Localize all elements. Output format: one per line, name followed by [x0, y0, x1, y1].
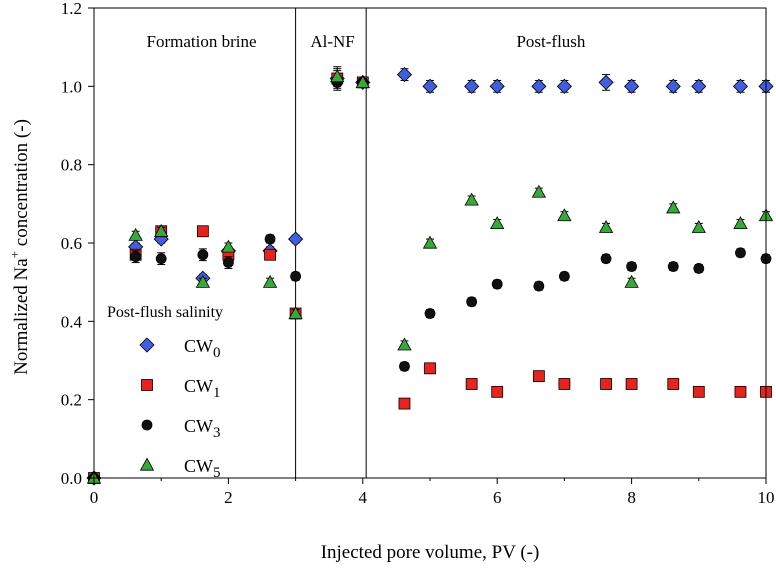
legend-label: CW5	[184, 456, 221, 481]
series-cw5	[86, 68, 774, 484]
data-point	[626, 261, 637, 272]
x-axis-title: Injected pore volume, PV (-)	[321, 542, 540, 563]
data-point	[624, 274, 639, 288]
data-point	[600, 378, 612, 390]
data-point	[196, 225, 209, 238]
region-label: Al-NF	[310, 32, 354, 51]
legend-label: CW3	[184, 416, 221, 441]
data-point	[290, 270, 302, 282]
data-point	[422, 78, 438, 94]
data-point	[197, 249, 209, 261]
y-tick-label: 0.0	[61, 469, 82, 488]
x-tick-label: 10	[758, 488, 775, 507]
data-point	[732, 78, 749, 94]
data-point	[665, 78, 681, 94]
legend-marker	[139, 337, 155, 353]
y-tick-label: 0.2	[61, 391, 82, 410]
data-point	[397, 337, 412, 351]
y-tick-label: 1.0	[61, 77, 82, 96]
data-point	[491, 385, 504, 398]
y-axis-title-superscript: +	[7, 251, 22, 258]
data-point	[600, 253, 612, 265]
data-point	[734, 385, 747, 398]
data-point	[625, 378, 638, 390]
data-point	[398, 397, 411, 410]
legend-marker	[141, 379, 153, 391]
data-point	[355, 75, 370, 89]
data-point	[666, 200, 681, 214]
data-point	[693, 263, 705, 274]
data-point	[691, 220, 706, 233]
data-point	[692, 385, 705, 398]
legend-marker	[139, 457, 155, 471]
x-tick-label: 4	[359, 488, 368, 507]
region-label: Formation brine	[147, 32, 257, 51]
data-point	[154, 223, 169, 237]
data-point	[490, 216, 505, 230]
data-point	[262, 274, 278, 288]
region-labels: Formation brine Al-NF Post-flush	[147, 32, 586, 51]
data-point	[464, 78, 480, 94]
data-point	[667, 261, 679, 272]
data-point	[531, 184, 547, 198]
data-point	[624, 78, 640, 94]
data-point	[558, 378, 571, 390]
y-axis-title-prefix: Normalized Na	[11, 258, 32, 375]
data-point	[288, 306, 303, 320]
y-axis-title: Normalized Na+ concentration (-)	[7, 119, 32, 375]
data-point	[532, 370, 545, 383]
data-point	[491, 278, 503, 290]
data-point	[330, 69, 345, 83]
data-point	[424, 308, 436, 319]
y-tick-label: 0.8	[61, 156, 82, 175]
data-point	[465, 378, 478, 390]
y-tick-label: 0.6	[61, 234, 82, 253]
y-axis-title-suffix: concentration (-)	[11, 119, 32, 251]
data-point	[598, 220, 614, 233]
data-point	[264, 233, 276, 245]
data-point	[489, 78, 505, 94]
data-point	[733, 216, 748, 230]
data-point	[130, 251, 142, 263]
legend-marker	[141, 419, 153, 431]
data-point	[422, 235, 438, 249]
legend-label: CW0	[184, 336, 221, 361]
axes: 0 2 4 6 8 10 0.0 0.2 0.4 0.6 0.8 1.0 1.2	[61, 0, 775, 507]
legend-label: CW1	[184, 376, 221, 401]
legend: Post-flush salinity CW0 CW1 CW3 CW5	[107, 304, 223, 481]
x-tick-label: 0	[90, 488, 99, 507]
data-point	[557, 208, 572, 222]
data-point	[399, 360, 410, 372]
data-point	[128, 227, 143, 241]
y-tick-label: 1.2	[61, 0, 82, 18]
data-point	[221, 239, 236, 253]
data-point	[533, 280, 545, 292]
data-point	[667, 378, 680, 390]
data-point	[598, 74, 614, 90]
data-point	[691, 78, 707, 94]
data-point	[466, 296, 478, 308]
data-point	[559, 270, 570, 282]
data-point	[531, 78, 547, 94]
data-point	[222, 257, 234, 268]
data-point	[556, 78, 572, 94]
x-tick-label: 2	[224, 488, 233, 507]
x-tick-label: 8	[627, 488, 636, 507]
data-point	[264, 248, 276, 261]
data-point	[424, 362, 436, 375]
x-tick-label: 6	[493, 488, 502, 507]
data-point	[288, 231, 304, 247]
legend-title: Post-flush salinity	[107, 304, 223, 321]
region-label: Post-flush	[516, 32, 585, 51]
data-point	[735, 247, 746, 259]
data-point	[464, 192, 479, 206]
data-point	[396, 67, 413, 83]
data-series	[86, 66, 774, 486]
y-tick-label: 0.4	[61, 312, 83, 331]
data-point	[155, 253, 167, 265]
data-point	[195, 274, 211, 288]
